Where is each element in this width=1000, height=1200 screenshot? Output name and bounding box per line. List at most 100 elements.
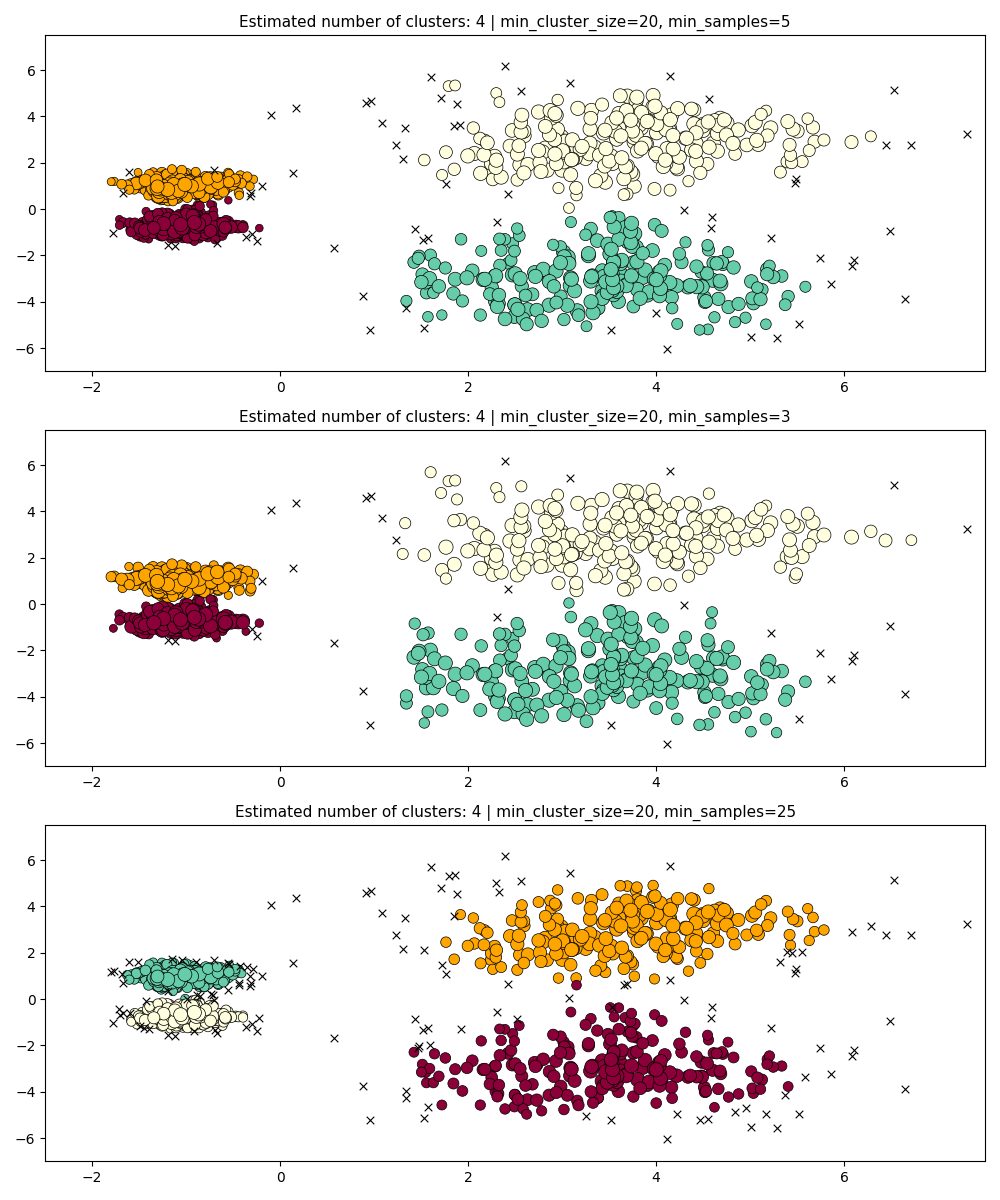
Point (696, 1078, 712, 1097)
Point (546, 1067, 562, 1086)
Point (614, 1040, 630, 1060)
Point (161, 580, 177, 599)
Point (205, 572, 221, 592)
Point (537, 511, 553, 530)
Point (452, 510, 468, 529)
Point (774, 661, 790, 680)
Point (801, 536, 817, 556)
Point (149, 179, 165, 198)
Point (823, 275, 839, 294)
Point (594, 960, 610, 979)
Point (556, 152, 572, 172)
Point (657, 650, 673, 670)
Point (572, 139, 588, 158)
Point (700, 319, 716, 338)
Point (562, 1066, 578, 1085)
Point (460, 146, 476, 166)
Point (556, 538, 572, 557)
Point (172, 170, 188, 190)
Point (178, 606, 194, 625)
Point (132, 173, 148, 192)
Point (182, 569, 198, 588)
Point (189, 601, 205, 620)
Point (550, 90, 566, 109)
Point (567, 544, 583, 563)
Point (207, 221, 223, 240)
Point (445, 679, 461, 698)
Point (613, 126, 629, 145)
Point (183, 574, 199, 593)
Point (626, 128, 642, 148)
Point (201, 571, 217, 590)
Point (187, 620, 203, 640)
Point (142, 997, 158, 1016)
Point (493, 958, 509, 977)
Point (560, 1042, 576, 1061)
Point (205, 572, 221, 592)
Point (163, 1019, 179, 1038)
Point (726, 653, 742, 672)
Point (189, 965, 205, 984)
Point (179, 227, 195, 246)
Point (777, 690, 793, 709)
Point (658, 548, 674, 568)
Point (604, 997, 620, 1016)
Point (196, 978, 212, 997)
Point (600, 630, 616, 649)
Point (607, 912, 623, 931)
Point (177, 1006, 193, 1025)
Point (548, 500, 564, 520)
Point (713, 1064, 729, 1084)
Point (578, 149, 594, 168)
Point (374, 904, 390, 923)
Point (180, 612, 196, 631)
Point (159, 216, 175, 235)
Point (509, 170, 525, 190)
Point (168, 187, 184, 206)
Point (207, 223, 223, 242)
Point (631, 510, 647, 529)
Point (198, 1000, 214, 1019)
Point (625, 522, 641, 541)
Point (180, 1007, 196, 1026)
Point (603, 1030, 619, 1049)
Point (694, 510, 710, 529)
Point (745, 294, 761, 313)
Point (157, 560, 173, 580)
Point (157, 222, 173, 241)
Point (626, 918, 642, 937)
Point (707, 901, 723, 920)
Point (151, 179, 167, 198)
Point (124, 570, 140, 589)
Point (844, 650, 860, 670)
Point (562, 276, 578, 295)
Point (554, 950, 570, 970)
Point (878, 136, 894, 155)
Point (749, 278, 765, 298)
Point (532, 152, 548, 172)
Point (154, 1006, 170, 1025)
Point (176, 967, 192, 986)
Point (178, 964, 194, 983)
Point (677, 628, 693, 647)
Point (161, 995, 177, 1014)
Point (603, 655, 619, 674)
Point (144, 209, 160, 228)
Point (763, 623, 779, 642)
Point (174, 574, 190, 593)
Point (171, 184, 187, 203)
Point (152, 564, 168, 583)
Point (677, 1022, 693, 1042)
Point (518, 680, 534, 700)
Point (285, 163, 301, 182)
Point (623, 901, 639, 920)
Point (158, 1004, 174, 1024)
Point (639, 680, 655, 700)
Point (630, 931, 646, 950)
Point (180, 217, 196, 236)
Point (580, 641, 596, 660)
Point (514, 106, 530, 125)
Point (146, 961, 162, 980)
Point (177, 613, 193, 632)
Point (514, 1067, 530, 1086)
